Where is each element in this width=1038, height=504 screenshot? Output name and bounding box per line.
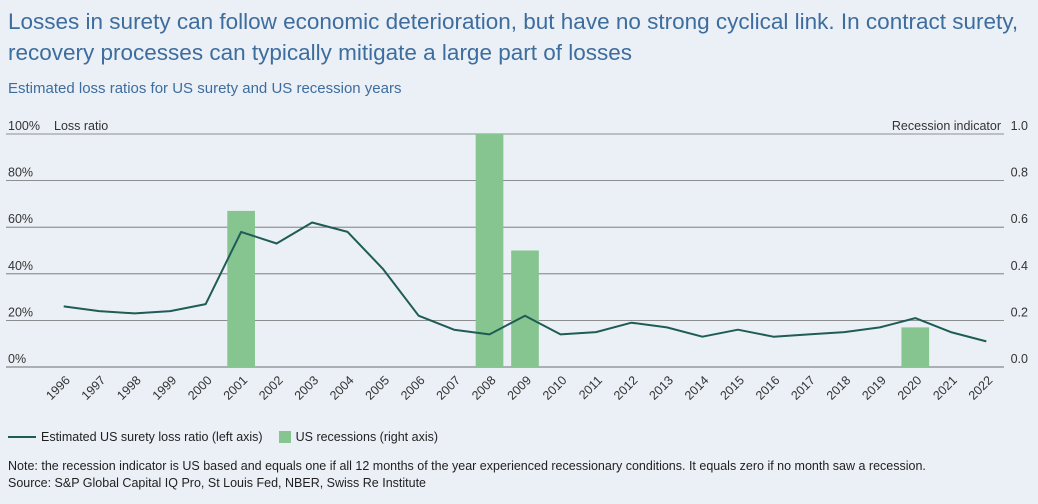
- left-tick-label: 0%: [8, 352, 26, 366]
- x-tick-label: 2005: [363, 373, 393, 403]
- recession-bar: [227, 210, 255, 367]
- footnote: Note: the recession indicator is US base…: [8, 458, 926, 492]
- x-tick-label: 2003: [292, 373, 322, 403]
- recession-bar: [511, 250, 539, 367]
- x-tick-label: 2007: [434, 373, 464, 403]
- right-tick-label: 0.8: [1011, 166, 1028, 180]
- legend-line-swatch: [8, 436, 36, 438]
- left-axis-title: Loss ratio: [54, 119, 108, 133]
- x-tick-label: 1999: [150, 373, 180, 403]
- x-tick-label: 1997: [79, 373, 109, 403]
- right-tick-label: 0.2: [1011, 305, 1028, 319]
- left-tick-label: 40%: [8, 259, 33, 273]
- right-tick-label: 0.6: [1011, 212, 1028, 226]
- loss-ratio-line: [63, 221, 987, 343]
- left-tick-label: 60%: [8, 212, 33, 226]
- x-tick-label: 2006: [398, 373, 428, 403]
- x-tick-label: 2014: [682, 373, 712, 403]
- chart-title: Losses in surety can follow economic det…: [8, 9, 1019, 65]
- source-text: Source: S&P Global Capital IQ Pro, St Lo…: [8, 476, 427, 490]
- legend-bar-swatch: [278, 431, 291, 443]
- x-tick-label: 2020: [895, 373, 925, 403]
- right-tick-label: 0.4: [1011, 259, 1028, 273]
- right-tick-label: 0.0: [1011, 352, 1028, 366]
- left-tick-label: 100%: [8, 119, 40, 133]
- x-tick-label: 2009: [505, 373, 535, 403]
- x-tick-label: 2013: [646, 373, 676, 403]
- legend: Estimated US surety loss ratio (left axi…: [8, 430, 438, 444]
- legend-line-label: Estimated US surety loss ratio (left axi…: [41, 430, 263, 444]
- x-tick-label: 2012: [611, 373, 641, 403]
- chart: 0% 0.0 20% 0.2 40% 0.4 60% 0.6 80% 0.8 100% 1.0 Loss…: [6, 119, 1028, 403]
- x-tick-label: 2008: [469, 373, 499, 403]
- right-tick-label: 1.0: [1011, 119, 1028, 133]
- chart-subtitle: Estimated loss ratios for US surety and …: [8, 80, 402, 97]
- x-tick-label: 2000: [185, 373, 215, 403]
- x-tick-label: 2001: [221, 373, 251, 403]
- x-tick-label: 2011: [576, 373, 605, 402]
- x-tick-label: 2022: [966, 373, 996, 403]
- recession-bar: [901, 327, 930, 367]
- left-tick-label: 20%: [8, 305, 33, 319]
- x-tick-label: 2017: [788, 373, 818, 403]
- x-tick-label: 1996: [43, 373, 73, 403]
- legend-bar-label: US recessions (right axis): [295, 430, 439, 444]
- x-tick-label: 2018: [824, 373, 854, 403]
- right-axis-title: Recession indicator: [892, 119, 1001, 133]
- x-tick-label: 2019: [859, 373, 889, 403]
- recession-bar: [475, 134, 504, 367]
- x-tick-label: 2021: [930, 373, 960, 403]
- x-tick-label: 2016: [753, 373, 783, 403]
- left-tick-label: 80%: [8, 166, 33, 180]
- note-text: Note: the recession indicator is US base…: [8, 459, 926, 473]
- x-tick-label: 2004: [327, 373, 357, 403]
- x-tick-label: 2002: [256, 373, 286, 403]
- x-tick-label: 2010: [540, 373, 570, 403]
- x-tick-label: 2015: [717, 373, 747, 403]
- x-tick-label: 1998: [114, 373, 144, 403]
